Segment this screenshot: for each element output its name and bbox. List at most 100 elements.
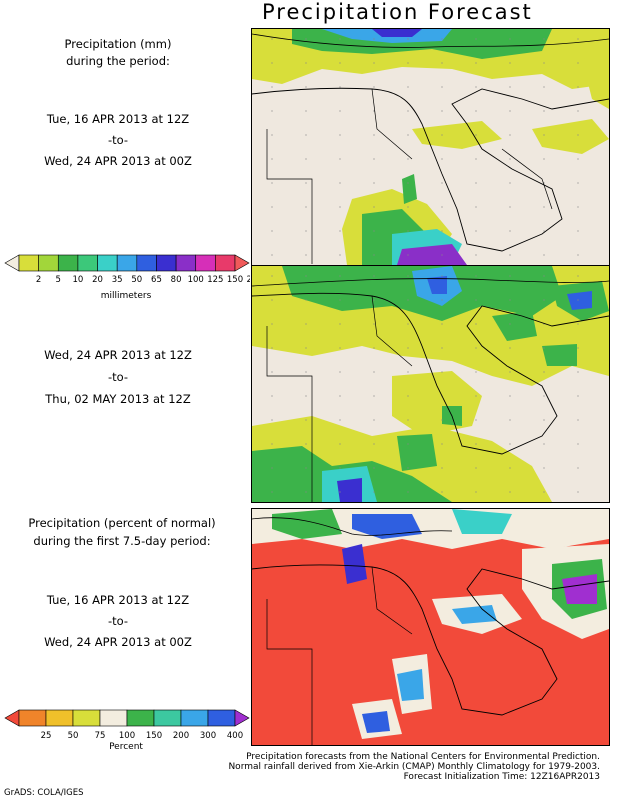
grid-dot — [305, 38, 307, 40]
percent-colorbar-swatch — [126, 709, 155, 727]
grid-dot — [407, 299, 409, 301]
grid-dot — [441, 86, 443, 88]
grid-dot — [543, 275, 545, 277]
grid-dot — [543, 467, 545, 469]
grid-dot — [509, 443, 511, 445]
mm-colorbar-swatch — [136, 254, 157, 272]
page-title: Precipitation Forecast — [262, 0, 533, 24]
grid-dot — [475, 254, 477, 256]
grid-dot — [475, 110, 477, 112]
grid-dot — [305, 62, 307, 64]
panel2-end-date: Thu, 02 MAY 2013 at 12Z — [45, 392, 191, 406]
grid-dot — [271, 371, 273, 373]
grid-dot — [373, 323, 375, 325]
grid-dot — [509, 38, 511, 40]
grid-dot — [271, 395, 273, 397]
mm-colorbar-tick-label: 80 — [171, 275, 182, 285]
grid-dot — [441, 491, 443, 493]
grid-dot — [577, 134, 579, 136]
percent-colorbar-unit: Percent — [109, 742, 143, 752]
grid-dot — [373, 38, 375, 40]
mm-colorbar-swatch — [116, 254, 138, 272]
grid-dot — [577, 443, 579, 445]
grid-dot — [339, 158, 341, 160]
mm-colorbar-tick-label: 35 — [112, 275, 123, 285]
grid-dot — [441, 230, 443, 232]
grid-dot — [577, 347, 579, 349]
grid-dot — [271, 347, 273, 349]
grid-dot — [407, 419, 409, 421]
grid-dot — [441, 206, 443, 208]
grid-dot — [373, 443, 375, 445]
grid-dot — [373, 419, 375, 421]
grid-dot — [509, 110, 511, 112]
grid-dot — [407, 206, 409, 208]
grid-dot — [407, 347, 409, 349]
grid-dot — [339, 371, 341, 373]
grid-dot — [509, 230, 511, 232]
mm-colorbar-swatch — [156, 254, 177, 272]
grid-dot — [543, 38, 545, 40]
grid-dot — [543, 395, 545, 397]
grid-dot — [407, 371, 409, 373]
mm-colorbar-swatch — [18, 254, 39, 272]
grid-dot — [271, 230, 273, 232]
grid-dot — [509, 206, 511, 208]
grid-dot — [509, 134, 511, 136]
grid-dot — [577, 323, 579, 325]
grid-dot — [577, 254, 579, 256]
grid-dot — [407, 86, 409, 88]
grid-dot — [271, 491, 273, 493]
credits: Precipitation forecasts from the Nationa… — [228, 752, 600, 782]
grid-dot — [271, 206, 273, 208]
grid-dot — [305, 443, 307, 445]
grid-dot — [577, 230, 579, 232]
grid-dot — [305, 467, 307, 469]
grid-dot — [543, 206, 545, 208]
grid-dot — [475, 395, 477, 397]
grid-dot — [373, 158, 375, 160]
grid-dot — [373, 395, 375, 397]
grid-dot — [509, 467, 511, 469]
panel1-to: -to- — [107, 133, 129, 147]
grid-dot — [441, 467, 443, 469]
grid-dot — [373, 491, 375, 493]
panel1-heading-line1: Precipitation (mm) — [64, 37, 172, 51]
grid-dot — [441, 323, 443, 325]
grid-dot — [407, 491, 409, 493]
grid-dot — [441, 275, 443, 277]
grid-dot — [271, 134, 273, 136]
grid-dot — [271, 299, 273, 301]
grid-dot — [475, 134, 477, 136]
grid-dot — [339, 275, 341, 277]
grid-dot — [509, 275, 511, 277]
grid-dot — [475, 443, 477, 445]
grid-dot — [339, 323, 341, 325]
grid-dot — [305, 230, 307, 232]
credit-line-init-time: Forecast Initialization Time: 12Z16APR20… — [403, 772, 600, 782]
grid-dot — [475, 323, 477, 325]
panel3-heading-line2: during the first 7.5-day period: — [33, 534, 211, 548]
grid-dot — [475, 86, 477, 88]
panel1-end-date: Wed, 24 APR 2013 at 00Z — [44, 154, 192, 168]
grid-dot — [271, 443, 273, 445]
mm-colorbar-swatch — [215, 254, 236, 272]
mm-colorbar-swatch-high — [234, 254, 250, 272]
grid-dot — [339, 134, 341, 136]
grid-dot — [271, 323, 273, 325]
grid-dot — [475, 371, 477, 373]
grid-dot — [543, 158, 545, 160]
grid-dot — [305, 371, 307, 373]
grid-dot — [271, 254, 273, 256]
grid-dot — [305, 275, 307, 277]
grid-dot — [475, 158, 477, 160]
grid-dot — [339, 110, 341, 112]
grid-dot — [407, 38, 409, 40]
panel3-end-date: Wed, 24 APR 2013 at 00Z — [44, 635, 192, 649]
grid-dot — [339, 467, 341, 469]
panel3-to: -to- — [107, 614, 129, 628]
mm-colorbar-tick-label: 5 — [56, 275, 61, 285]
grid-dot — [543, 110, 545, 112]
grid-dot — [543, 86, 545, 88]
